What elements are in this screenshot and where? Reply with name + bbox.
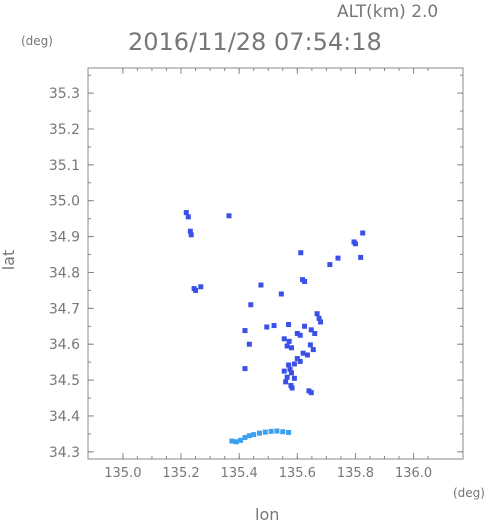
y-tick-label: 34.5 (49, 373, 80, 389)
echo-cell-light (246, 433, 252, 439)
x-unit-label: (deg) (453, 486, 485, 500)
echo-cell (307, 342, 313, 348)
echo-cell (304, 352, 310, 358)
echo-cell (316, 315, 322, 321)
y-tick-label: 35.1 (49, 158, 80, 174)
echo-cell-light (274, 428, 280, 434)
y-tick-label: 34.6 (49, 337, 80, 353)
echo-cell (297, 332, 303, 338)
echo-cell (271, 323, 277, 329)
echo-cell (310, 347, 316, 353)
echo-cell (188, 232, 194, 238)
echo-cell (281, 336, 287, 342)
echo-cell (298, 250, 304, 256)
echo-cell (183, 210, 189, 216)
y-axis-title: lat (0, 250, 18, 271)
echo-cell (284, 343, 290, 349)
echo-cell-light (251, 432, 257, 438)
echo-cell (288, 345, 294, 351)
altitude-label: ALT(km) 2.0 (337, 2, 438, 22)
echo-cell (226, 213, 232, 219)
echo-cell (308, 390, 314, 396)
y-tick-label: 35.2 (49, 122, 80, 138)
y-axis: 34.3 34.4 34.5 34.6 34.7 34.8 34.9 35.0 35.1 35.2… (49, 74, 463, 461)
echo-cell (286, 338, 292, 344)
x-tick-label: 135.2 (162, 466, 199, 481)
y-tick-label: 34.3 (49, 445, 80, 461)
echo-cell (291, 361, 297, 367)
y-tick-label: 35.3 (49, 86, 80, 102)
echo-cell (242, 328, 248, 334)
echo-cell (302, 323, 308, 329)
echo-cell (198, 284, 204, 290)
echo-cell (294, 356, 300, 362)
y-tick-label: 34.9 (49, 230, 80, 246)
echo-cell (242, 366, 248, 372)
echo-cell-light (280, 429, 286, 435)
echo-cell (335, 255, 341, 261)
x-axis-title: lon (255, 505, 279, 521)
echo-cell-light (238, 437, 244, 443)
echo-cell (185, 214, 191, 220)
echo-cell-light (286, 429, 292, 435)
x-tick-label: 135.0 (104, 466, 141, 481)
echo-cell-light (229, 438, 235, 444)
echo-cell (264, 324, 270, 330)
echo-cell (278, 291, 284, 297)
echo-cell (352, 241, 358, 247)
echo-cell (300, 350, 306, 356)
echo-cell (281, 368, 287, 374)
echo-cell-light (268, 428, 274, 434)
echo-cell (193, 287, 199, 293)
echo-cell (314, 311, 320, 317)
echo-cell (308, 327, 314, 333)
y-tick-label: 34.7 (49, 301, 80, 317)
echo-cell (288, 382, 294, 388)
echo-cell (302, 278, 308, 284)
echo-cell (294, 330, 300, 336)
echo-cell (289, 385, 295, 391)
echo-cell-light (233, 439, 239, 445)
echo-cell-light (262, 429, 268, 435)
chart-timestamp: 2016/11/28 07:54:18 (128, 28, 382, 56)
x-tick-label: 136.0 (395, 466, 432, 481)
echo-cell-light (257, 430, 263, 436)
x-tick-label: 135.4 (221, 466, 258, 481)
echo-cell (318, 319, 324, 325)
echo-cell (327, 262, 333, 268)
echo-cell (312, 330, 318, 336)
echo-cell (258, 282, 264, 288)
x-axis: 135.0 135.2 135.4 135.6 135.8 136.0 (104, 68, 432, 481)
y-tick-label: 34.4 (49, 409, 80, 425)
echo-cell (358, 254, 364, 260)
echo-cell (284, 374, 290, 380)
echo-cell (360, 230, 366, 236)
echo-cell (286, 321, 292, 327)
x-tick-label: 135.6 (279, 466, 316, 481)
echo-cell (187, 228, 193, 234)
echo-cell (287, 366, 293, 372)
echo-cell-light (242, 434, 248, 440)
echo-cell (246, 341, 252, 347)
echo-cell (283, 379, 289, 385)
echo-cell (286, 362, 292, 368)
echo-cell (288, 370, 294, 376)
echo-cell (248, 302, 254, 308)
y-tick-label: 34.8 (49, 265, 80, 281)
echo-cell (297, 358, 303, 364)
echo-points (183, 210, 366, 445)
plot-frame (87, 67, 464, 460)
y-tick-label: 35.0 (49, 194, 80, 210)
echo-cell (291, 375, 297, 381)
y-unit-label: (deg) (21, 34, 53, 48)
x-tick-label: 135.8 (337, 466, 374, 481)
